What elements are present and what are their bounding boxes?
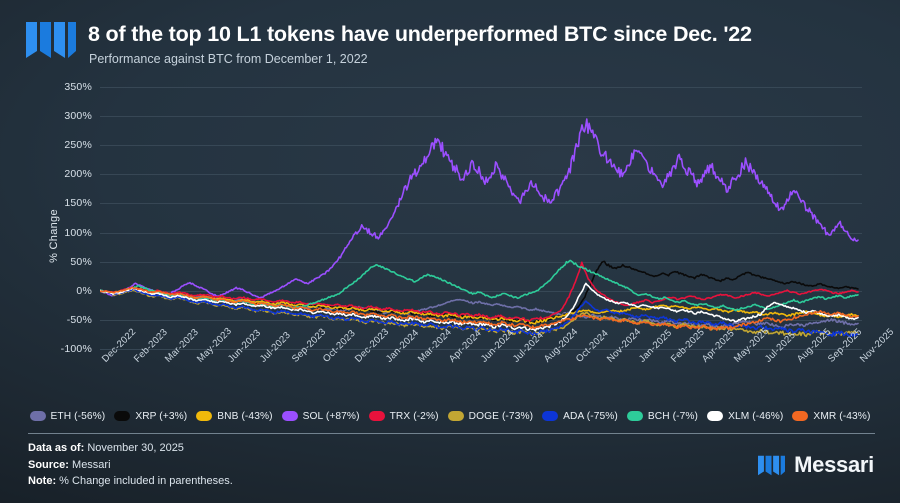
gridline [100, 290, 862, 292]
legend-item-sol[interactable]: SOL (+87%) [281, 410, 360, 422]
legend-item-trx[interactable]: TRX (-2%) [368, 410, 439, 422]
footer-note-value: % Change included in parentheses. [59, 475, 233, 487]
line-series-ada [100, 288, 859, 338]
y-axis-tick-label: 0% [76, 284, 92, 297]
footer-note-label: Note: [28, 475, 57, 487]
header: 8 of the top 10 L1 tokens have underperf… [0, 0, 900, 80]
legend-swatch-trx [368, 410, 385, 422]
legend-label-ada: ADA (-75%) [563, 410, 618, 422]
line-series-xmr [100, 286, 859, 331]
messari-m-logo-icon [758, 455, 786, 475]
legend-label-doge: DOGE (-73%) [468, 410, 534, 422]
line-series-trx [100, 261, 859, 322]
legend-item-bnb[interactable]: BNB (-43%) [196, 410, 273, 422]
y-axis-tick-label: 300% [64, 110, 92, 123]
legend-label-xrp: XRP (+3%) [135, 410, 188, 422]
legend-swatch-xmr [792, 410, 809, 422]
legend-label-trx: TRX (-2%) [389, 410, 439, 422]
y-axis-tick-label: 150% [64, 197, 92, 210]
footer-source-label: Source: [28, 458, 69, 471]
legend-swatch-bch [626, 410, 643, 422]
legend-swatch-eth [29, 410, 46, 422]
page-title: 8 of the top 10 L1 tokens have underperf… [88, 22, 752, 46]
page-subtitle: Performance against BTC from December 1,… [89, 52, 368, 66]
footer-divider [28, 433, 875, 434]
legend-label-bnb: BNB (-43%) [217, 410, 273, 422]
y-axis-tick-label: -50% [66, 313, 92, 326]
gridline [100, 116, 862, 118]
gridline [100, 203, 862, 205]
legend-item-xlm[interactable]: XLM (-46%) [707, 411, 783, 422]
legend-item-eth[interactable]: ETH (-56%) [29, 410, 106, 422]
line-series-bnb [100, 288, 859, 325]
footer-note: Note: % Change included in parentheses. [28, 473, 588, 490]
footer-source-value: Messari [72, 458, 111, 471]
legend-label-xmr: XMR (-43%) [813, 410, 871, 422]
brand-name: Messari [794, 452, 874, 477]
legend-item-xmr[interactable]: XMR (-43%) [792, 411, 870, 422]
messari-m-logo-icon [26, 22, 76, 58]
y-axis-tick-label: 50% [70, 255, 92, 268]
legend-swatch-bnb [196, 410, 213, 422]
legend-swatch-ada [542, 410, 559, 422]
footer-data-as-of: Data as of: November 30, 2025 [28, 440, 588, 457]
legend-label-xlm: XLM (-46%) [728, 410, 784, 422]
y-axis-tick-label: 100% [64, 226, 92, 239]
chart-container: % Change 350% 300% 250% 200% 150% 100% 50% 0% -5… [0, 80, 900, 400]
legend-label-bch: BCH (-7%) [647, 410, 699, 422]
gridline [100, 261, 862, 263]
footer-source: Source: Messari [28, 457, 588, 474]
legend-item-ada[interactable]: ADA (-75%) [542, 411, 618, 422]
series-lines [100, 118, 859, 338]
plot-area [100, 87, 868, 349]
footer: Data as of: November 30, 2025 Source: Me… [28, 440, 588, 490]
line-series-sol [100, 118, 859, 299]
legend-swatch-sol [281, 410, 298, 422]
y-axis-tick-label: 200% [64, 168, 92, 181]
footer-data-as-of-value: November 30, 2025 [87, 442, 184, 454]
legend-item-xrp[interactable]: XRP (+3%) [114, 411, 187, 422]
legend-label-eth: ETH (-56%) [50, 410, 106, 422]
legend-swatch-doge [447, 410, 464, 422]
legend-item-doge[interactable]: DOGE (-73%) [447, 410, 534, 422]
y-axis-ticks: 350% 300% 250% 200% 150% 100% 50% 0% -50% -100% [30, 80, 92, 370]
line-series-bch [100, 259, 859, 312]
legend-item-bch[interactable]: BCH (-7%) [626, 410, 699, 422]
chart-legend: ETH (-56%) XRP (+3%) BNB (-43%) SOL (+87%) T… [0, 405, 900, 427]
gridline [100, 145, 862, 147]
gridline [100, 349, 862, 350]
line-series-xlm [100, 282, 859, 332]
y-axis-tick-label: 250% [64, 139, 92, 152]
gridline [100, 87, 862, 88]
legend-swatch-xrp [114, 410, 131, 422]
brand-lockup: Messari [758, 452, 874, 478]
gridline [100, 319, 862, 321]
footer-data-as-of-label: Data as of: [28, 442, 85, 454]
legend-swatch-xlm [707, 410, 724, 422]
y-axis-tick-label: 350% [64, 81, 92, 93]
legend-label-sol: SOL (+87%) [302, 410, 360, 422]
y-axis-tick-label: -100% [60, 343, 92, 355]
gridline [100, 232, 862, 234]
